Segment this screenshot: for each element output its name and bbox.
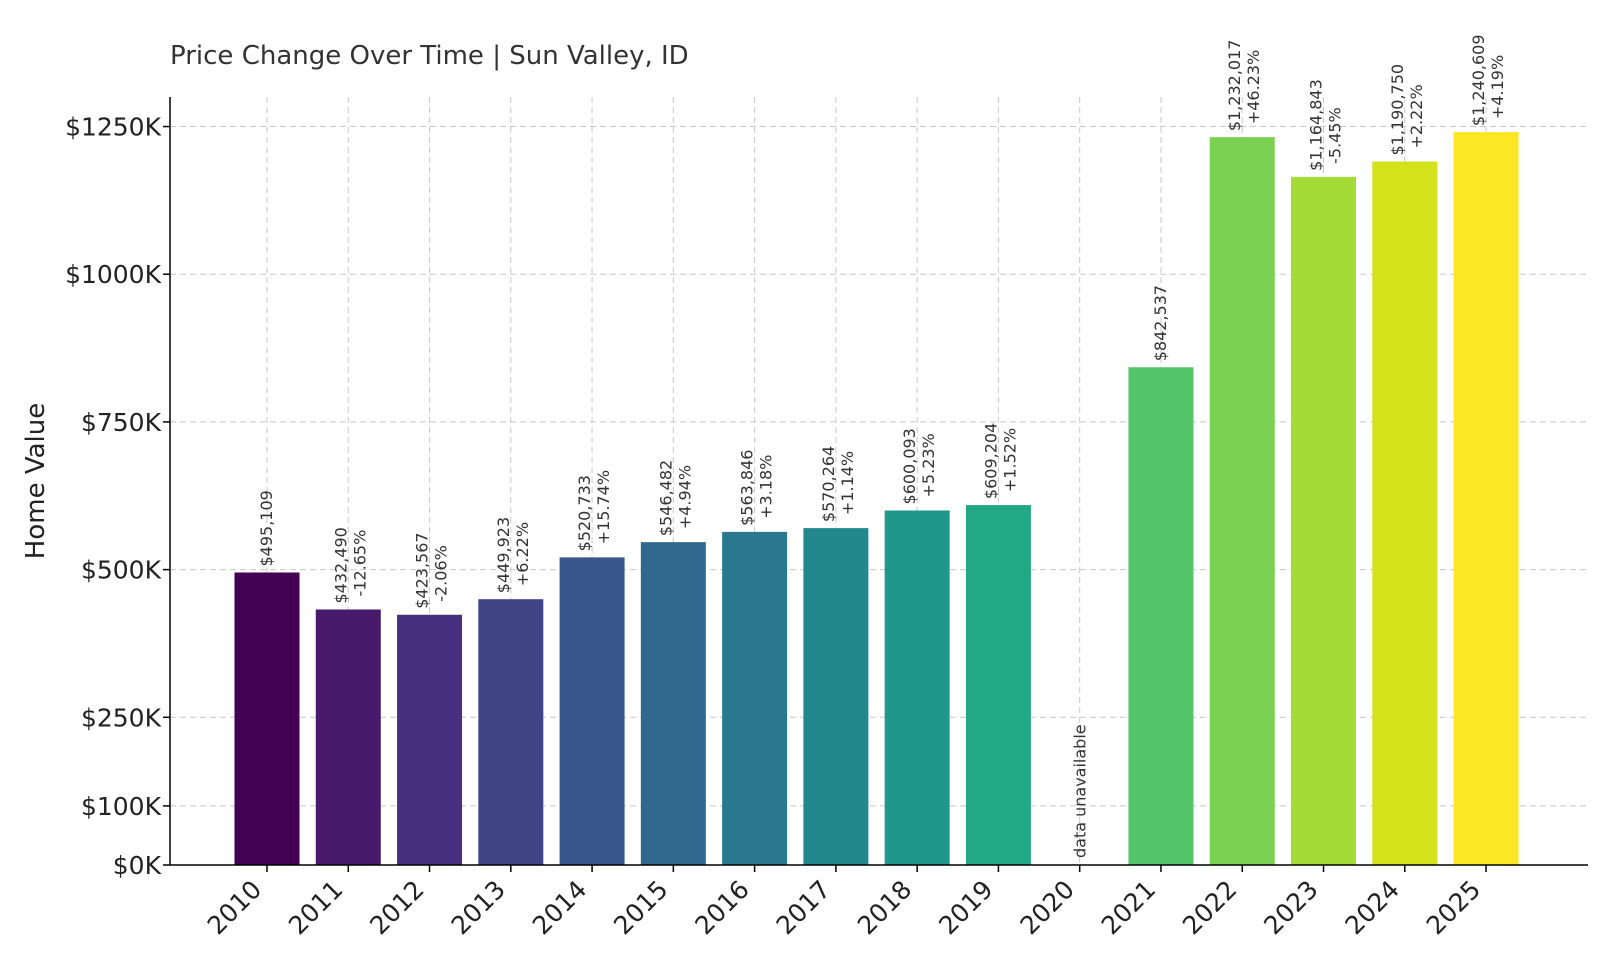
y-tick-label: $0K xyxy=(113,851,162,880)
bar-2015 xyxy=(640,542,706,865)
change-label: +6.22% xyxy=(513,522,532,586)
change-label: -2.06% xyxy=(432,545,451,602)
x-tick-label: 2012 xyxy=(364,875,429,940)
y-tick-label: $1250K xyxy=(65,113,162,142)
chart-title: Price Change Over Time | Sun Valley, ID xyxy=(170,41,689,71)
value-label: $842,537 xyxy=(1151,285,1170,361)
x-tick-label: 2020 xyxy=(1014,875,1079,940)
value-label: $432,490 xyxy=(331,527,350,603)
value-label: $1,232,017 xyxy=(1225,40,1244,132)
x-tick-label: 2023 xyxy=(1258,875,1323,940)
bar-2018 xyxy=(884,510,950,865)
change-label: +1.14% xyxy=(838,451,857,515)
change-label: +5.23% xyxy=(919,433,938,497)
x-tick-label: 2017 xyxy=(771,875,836,940)
value-label: $449,923 xyxy=(494,517,513,593)
x-tick-label: 2018 xyxy=(852,875,917,940)
x-tick-label: 2022 xyxy=(1177,875,1242,940)
x-tick-label: 2021 xyxy=(1096,875,1161,940)
x-tick-label: 2010 xyxy=(202,875,267,940)
x-tick-label: 2025 xyxy=(1421,875,1486,940)
bar-2017 xyxy=(803,528,869,865)
value-label: $1,190,750 xyxy=(1388,64,1407,156)
value-label: $1,164,843 xyxy=(1307,79,1326,171)
bar-2013 xyxy=(478,599,544,865)
label-layer: $495,109 $432,490 -12.65% $423,567 -2.06% $44… xyxy=(257,34,1507,858)
y-tick-label: $100K xyxy=(81,792,162,821)
change-label: -5.45% xyxy=(1326,107,1345,164)
value-label: $423,567 xyxy=(413,532,432,608)
change-label: +4.94% xyxy=(675,465,694,529)
change-label: +15.74% xyxy=(594,470,613,544)
y-tick-label: $1000K xyxy=(65,260,162,289)
change-label: +4.19% xyxy=(1488,55,1507,119)
bar-2011 xyxy=(315,609,381,865)
value-label: $609,204 xyxy=(981,423,1000,499)
value-label: $520,733 xyxy=(575,475,594,551)
bar-2022 xyxy=(1209,137,1275,866)
value-label: $546,482 xyxy=(656,460,675,536)
change-label: +46.23% xyxy=(1244,50,1263,124)
bar-2010 xyxy=(234,572,300,865)
value-label: $600,093 xyxy=(900,428,919,504)
value-label: $563,846 xyxy=(738,450,757,526)
bar-2016 xyxy=(722,531,788,865)
x-tick-label: 2014 xyxy=(527,875,592,940)
missing-data-label: data unavailable xyxy=(1071,724,1090,858)
change-label: +1.52% xyxy=(1000,428,1019,492)
bar-2021 xyxy=(1128,367,1194,865)
x-tick-label: 2016 xyxy=(689,875,754,940)
y-axis-label: Home Value xyxy=(21,403,51,559)
change-label: +3.18% xyxy=(757,455,776,519)
bar-2025 xyxy=(1453,132,1519,866)
x-tick-label: 2019 xyxy=(933,875,998,940)
value-label: $570,264 xyxy=(819,446,838,522)
change-label: +2.22% xyxy=(1407,84,1426,148)
x-tick-label: 2011 xyxy=(283,875,348,940)
value-label: $1,240,609 xyxy=(1469,34,1488,126)
x-tick-label: 2024 xyxy=(1340,875,1405,940)
y-tick-label: $500K xyxy=(81,556,162,585)
bar-2024 xyxy=(1372,161,1438,866)
x-tick-label: 2013 xyxy=(446,875,511,940)
bar-2012 xyxy=(397,614,463,865)
y-tick-label: $750K xyxy=(81,408,162,437)
x-tick-label: 2015 xyxy=(608,875,673,940)
value-label: $495,109 xyxy=(257,490,276,566)
y-tick-label: $250K xyxy=(81,703,162,732)
bar-2019 xyxy=(965,505,1031,865)
bar-2023 xyxy=(1291,176,1357,865)
bar-layer xyxy=(234,132,1519,866)
change-label: -12.65% xyxy=(350,530,369,597)
bar-2014 xyxy=(559,557,625,865)
